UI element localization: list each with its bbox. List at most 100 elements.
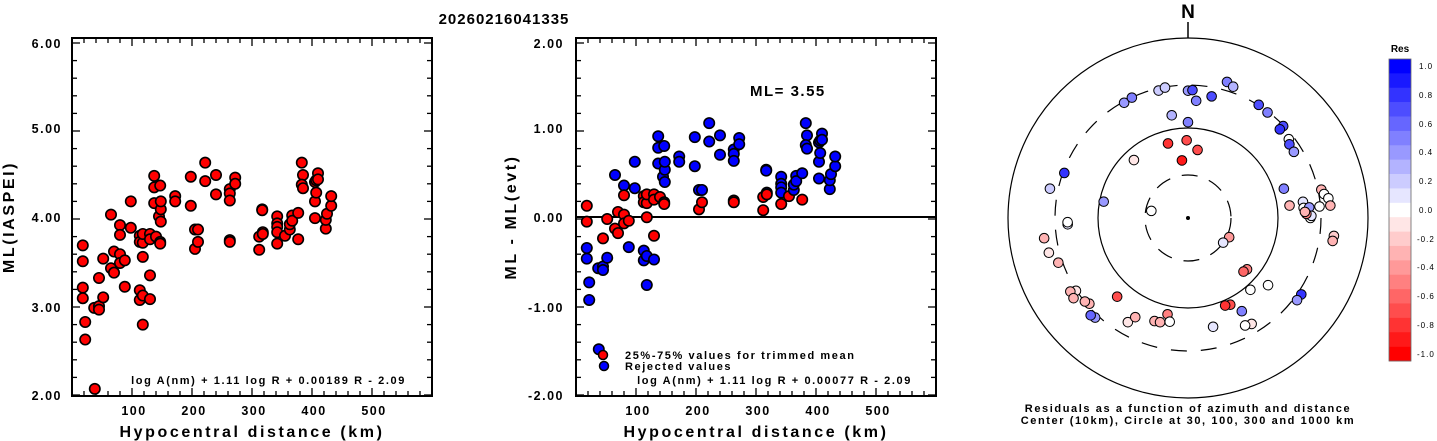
colorbar-block [1389, 174, 1411, 189]
station-residual-point [1053, 257, 1064, 268]
data-point [310, 186, 323, 199]
colorbar-label: 0.4 [1419, 148, 1433, 157]
data-point [76, 281, 89, 294]
station-residual-point [1079, 296, 1091, 307]
data-point [154, 237, 167, 250]
station-residual-point [1126, 92, 1138, 103]
colorbar-label: -0.6 [1417, 292, 1435, 301]
data-point [295, 156, 308, 169]
data-point [108, 266, 121, 279]
colorbar-block [1389, 303, 1411, 319]
station-residual-point [1253, 99, 1265, 111]
data-point [76, 292, 89, 305]
station-residual-point [1236, 305, 1248, 317]
station-residual-point [1278, 183, 1290, 194]
data-point [124, 221, 137, 234]
data-point [154, 215, 167, 228]
data-point [271, 237, 284, 250]
data-point [184, 199, 197, 212]
data-point [256, 204, 269, 217]
rejected-point [658, 176, 671, 189]
colorbar-block [1389, 332, 1411, 347]
x-tick-label: 200 [181, 404, 206, 418]
legend-trimmed-marker [597, 349, 609, 361]
data-point [97, 252, 110, 265]
polar-caption-line2: Center (10km), Circle at 30, 100, 300 an… [1021, 415, 1356, 427]
circle-300km [1054, 84, 1322, 352]
station-residual-point [1227, 81, 1239, 93]
trimmed-point [760, 188, 773, 201]
epicenter-marker [1186, 216, 1190, 220]
data-point [192, 223, 205, 236]
station-residual-point [1038, 232, 1050, 244]
y-tick-label: 1.00 [534, 122, 564, 136]
station-residual-point [1238, 266, 1249, 277]
rejected-point [608, 169, 621, 182]
y-tick-label: 2.00 [534, 37, 564, 51]
y-tick-label: 4.00 [32, 211, 62, 225]
rejected-point [829, 150, 842, 163]
data-point [199, 175, 212, 188]
rejected-point [688, 160, 701, 173]
plot2-y-axis-label: ML - ML(evt) [503, 154, 520, 279]
colorbar-block [1389, 130, 1411, 146]
station-residual-point [1207, 321, 1219, 333]
y-tick-label: 3.00 [32, 301, 62, 315]
residual-vs-distance-plot: -2.00 -1.00 0.00 1.00 2.00 100 200 300 4… [503, 37, 937, 441]
colorbar-block [1389, 102, 1411, 117]
data-point [308, 212, 321, 225]
colorbar-block [1389, 289, 1411, 304]
station-residual-point [1122, 316, 1134, 328]
legend-rejected-label: Rejected values [625, 361, 732, 373]
station-residual-point [1274, 124, 1286, 135]
rejected-point [658, 139, 671, 152]
trimmed-point [695, 196, 708, 209]
data-point [88, 382, 101, 395]
rejected-point [790, 175, 803, 188]
station-residual-point [1187, 84, 1198, 96]
colorbar-block [1389, 116, 1411, 132]
station-residual-point [1164, 316, 1176, 328]
data-point [136, 318, 149, 331]
station-residual-point [1327, 235, 1338, 247]
station-residual-point [1154, 316, 1166, 328]
trimmed-point [611, 227, 624, 240]
rejected-point [733, 138, 746, 151]
plot2-x-tick-labels: 100 200 300 400 500 [625, 404, 889, 418]
rejected-point [688, 131, 701, 144]
plot1-x-axis-label: Hypocentral distance (km) [119, 424, 384, 441]
circle-1000km [1007, 37, 1369, 399]
colorbar-block [1389, 159, 1411, 175]
trimmed-point [757, 204, 770, 217]
trimmed-point [796, 193, 809, 206]
data-point [93, 303, 106, 316]
data-point [144, 269, 157, 282]
plot2-formula: log A(nm) + 1.11 log R + 0.00077 R - 2.0… [637, 375, 912, 387]
station-residual-point [1291, 294, 1303, 306]
plot1-points [76, 156, 338, 395]
station-residual-point [1219, 300, 1231, 311]
legend-trimmed-label: 25%-75% values for trimmed mean [625, 350, 856, 362]
data-point [253, 243, 266, 256]
rejected-point [647, 253, 660, 266]
station-residual-point [1062, 216, 1073, 228]
trimmed-point [596, 232, 609, 245]
data-point [76, 239, 89, 252]
rejected-point [622, 241, 635, 254]
x-tick-label: 500 [361, 404, 386, 418]
rejected-point [829, 160, 842, 173]
y-tick-label: -2.00 [528, 389, 564, 403]
circle-100km [1097, 127, 1279, 309]
data-point [114, 219, 127, 232]
rejected-point [652, 130, 665, 143]
data-point [97, 291, 110, 304]
station-residual-point [1325, 200, 1336, 211]
station-residual-point [1162, 138, 1174, 149]
data-point [105, 208, 118, 221]
data-point [296, 169, 309, 182]
data-point [118, 280, 131, 293]
data-point [229, 177, 242, 190]
station-residual-point [1314, 201, 1325, 212]
x-tick-label: 200 [685, 404, 710, 418]
